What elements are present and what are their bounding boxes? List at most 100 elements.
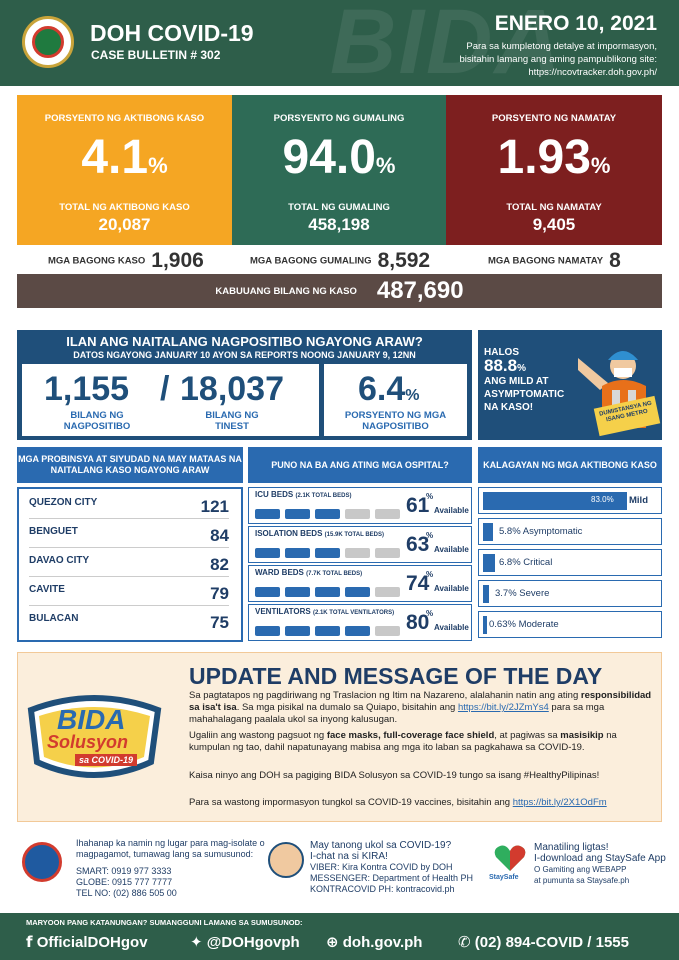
update-paragraph-1: Sa pagtatapos ng pagdiriwang ng Traslaci… bbox=[189, 690, 652, 725]
tested-count: 18,037 bbox=[180, 370, 284, 408]
kira-avatar bbox=[268, 842, 304, 878]
header-note-line: bisitahin lamang ang aming pampublikong … bbox=[459, 54, 657, 65]
hospital-percent: 80 bbox=[406, 611, 430, 634]
staysafe-link[interactable]: at pumunta sa Staysafe.ph bbox=[534, 876, 630, 885]
status-row-mild: 83.0% Mild bbox=[478, 487, 662, 514]
stat-total-label: TOTAL NG GUMALING bbox=[288, 202, 390, 213]
status-name: Mild bbox=[629, 495, 648, 506]
stat-label: PORSYENTO NG NAMATAY bbox=[491, 113, 617, 124]
city-row: QUEZON CITY 121 bbox=[29, 497, 229, 519]
cities-list: QUEZON CITY 121 BENGUET 84 DAVAO CITY 82 CA… bbox=[17, 487, 243, 642]
bed-icon bbox=[285, 587, 310, 597]
hospital-label: WARD BEDS (7.7K TOTAL BEDS) bbox=[255, 568, 363, 577]
hospital-percent: 61 bbox=[406, 494, 430, 517]
update-paragraph-2: Ugaliin ang wastong pagsuot ng face mask… bbox=[189, 730, 617, 753]
globe-icon: ⊕ bbox=[326, 934, 339, 951]
bed-icon bbox=[255, 626, 280, 636]
positives-subtitle: DATOS NGAYONG JANUARY 10 AYON SA REPORTS… bbox=[73, 350, 416, 360]
viber-contact[interactable]: VIBER: Kira Kontra COVID by DOH bbox=[310, 862, 453, 872]
bed-icon bbox=[345, 509, 370, 519]
status-text: 5.8% Asymptomatic bbox=[499, 526, 583, 537]
bed-icon bbox=[375, 587, 400, 597]
hotline-info: Ihahanap ka namin ng lugar para mag-isol… bbox=[76, 838, 265, 898]
status-row-critical: 6.8% Critical bbox=[478, 549, 662, 576]
facebook-link[interactable]: f OfficialDOHgov bbox=[26, 933, 148, 951]
status-bar bbox=[483, 585, 490, 603]
bulletin-title: DOH COVID-19 bbox=[90, 20, 254, 46]
hospital-percent: 63 bbox=[406, 533, 430, 556]
city-row: CAVITE 79 bbox=[29, 584, 229, 606]
phone-link[interactable]: ✆ (02) 894-COVID / 1555 bbox=[458, 934, 629, 951]
bed-icon bbox=[285, 548, 310, 558]
hospital-percent: 74 bbox=[406, 572, 430, 595]
positives-panel: ILAN ANG NAITALANG NAGPOSITIBO NGAYONG A… bbox=[17, 330, 472, 440]
bed-icon bbox=[345, 587, 370, 597]
bed-icon bbox=[375, 548, 400, 558]
positive-count: 1,155 bbox=[44, 370, 130, 408]
status-row-moderate: 0.63% Moderate bbox=[478, 611, 662, 638]
tel-number[interactable]: TEL NO: (02) 886 505 00 bbox=[76, 888, 177, 898]
stat-total-value: 20,087 bbox=[98, 215, 151, 234]
total-cases-bar: KABUUANG BILANG NG KASO 487,690 bbox=[17, 274, 662, 308]
bed-icon bbox=[315, 587, 340, 597]
status-row-asymptomatic: 5.8% Asymptomatic bbox=[478, 518, 662, 545]
status-bar bbox=[483, 492, 628, 510]
percent-unit: % bbox=[426, 531, 434, 540]
bida-word: BIDA bbox=[57, 704, 126, 735]
website-link[interactable]: ⊕ doh.gov.ph bbox=[326, 934, 423, 951]
header-note: Para sa kumpletong detalye at impormasyo… bbox=[357, 40, 657, 79]
status-text: 3.7% Severe bbox=[495, 588, 550, 599]
positivity-label: PORSYENTO NG MGA NAGPOSITIBO bbox=[344, 410, 447, 432]
city-row: DAVAO CITY 82 bbox=[29, 555, 229, 577]
facebook-icon: f bbox=[26, 933, 33, 951]
isolation-beds-row: ISOLATION BEDS (15.9K TOTAL BEDS) 63 % A… bbox=[248, 526, 472, 563]
cities-header: MGA PROBINSYA AT SIYUDAD NA MAY MATAAS N… bbox=[17, 447, 243, 483]
smart-number[interactable]: SMART: 0919 977 3333 bbox=[76, 866, 172, 876]
covid-word: sa COVID-19 bbox=[75, 754, 138, 766]
positivity-box: 6.4% PORSYENTO NG MGA NAGPOSITIBO bbox=[324, 364, 467, 436]
bed-icon bbox=[255, 509, 280, 519]
header-note-line: Para sa kumpletong detalye at impormasyo… bbox=[466, 41, 657, 52]
bed-icon bbox=[255, 587, 280, 597]
available-label: Available bbox=[434, 623, 469, 632]
positivity-rate: 6.4% bbox=[358, 370, 420, 408]
update-paragraph-3: Kaisa ninyo ang DOH sa pagiging BIDA Sol… bbox=[189, 770, 600, 781]
vaccine-link[interactable]: https://bit.ly/2X1OdFm bbox=[512, 797, 607, 808]
status-bar bbox=[483, 523, 494, 541]
bulletin-number: CASE BULLETIN # 302 bbox=[91, 48, 221, 62]
nazareno-link[interactable]: https://bit.ly/2JZmYs4 bbox=[457, 702, 549, 713]
globe-number[interactable]: GLOBE: 0915 777 7777 bbox=[76, 877, 173, 887]
occupancy-bars bbox=[255, 541, 405, 563]
bed-icon bbox=[345, 626, 370, 636]
staysafe-heart-icon bbox=[493, 843, 527, 873]
bed-icon bbox=[285, 509, 310, 519]
occupancy-bars bbox=[255, 502, 405, 524]
ventilators-row: VENTILATORS (2.1K TOTAL VENTILATORS) 80 … bbox=[248, 604, 472, 641]
new-deaths: MGA BAGONG NAMATAY 8 bbox=[488, 249, 621, 272]
new-recovered: MGA BAGONG GUMALING 8,592 bbox=[250, 249, 431, 272]
bed-icon bbox=[255, 548, 280, 558]
percent-unit: % bbox=[426, 570, 434, 579]
stat-percent: 4.1% bbox=[81, 131, 168, 184]
footer-question: MARYOON PANG KATANUNGAN? SUMANGGUNI LAMA… bbox=[26, 918, 303, 927]
status-text: 6.8% Critical bbox=[499, 557, 553, 568]
available-label: Available bbox=[434, 506, 469, 515]
positives-box: 1,155 / 18,037 BILANG NG NAGPOSITIBO BIL… bbox=[22, 364, 319, 436]
stat-percent: 1.93% bbox=[497, 131, 611, 184]
staysafe-info: Manatiling ligtas! I-download ang StaySa… bbox=[534, 842, 666, 885]
kontracovid-link[interactable]: KONTRACOVID PH: kontracovid.ph bbox=[310, 884, 455, 894]
status-row-severe: 3.7% Severe bbox=[478, 580, 662, 607]
deaths-card: PORSYENTO NG NAMATAY 1.93% TOTAL NG NAMA… bbox=[446, 95, 662, 245]
tracker-link[interactable]: https://ncovtracker.doh.gov.ph/ bbox=[528, 67, 657, 78]
status-bar bbox=[483, 554, 495, 572]
twitter-link[interactable]: ✦ @DOHgovph bbox=[190, 934, 300, 951]
messenger-contact[interactable]: MESSENGER: Department of Health PH bbox=[310, 873, 474, 883]
status-percent: 83.0% bbox=[591, 495, 614, 504]
hotline-logo bbox=[22, 842, 62, 882]
active-cases-card: PORSYENTO NG AKTIBONG KASO 4.1% TOTAL NG… bbox=[17, 95, 232, 245]
occupancy-bars bbox=[255, 580, 405, 602]
update-paragraph-4: Para sa wastong impormasyon tungkol sa C… bbox=[189, 797, 607, 808]
hospital-label: VENTILATORS (2.1K TOTAL VENTILATORS) bbox=[255, 607, 395, 616]
occupancy-bars bbox=[255, 619, 405, 641]
status-header: KALAGAYAN NG MGA AKTIBONG KASO bbox=[478, 447, 662, 483]
